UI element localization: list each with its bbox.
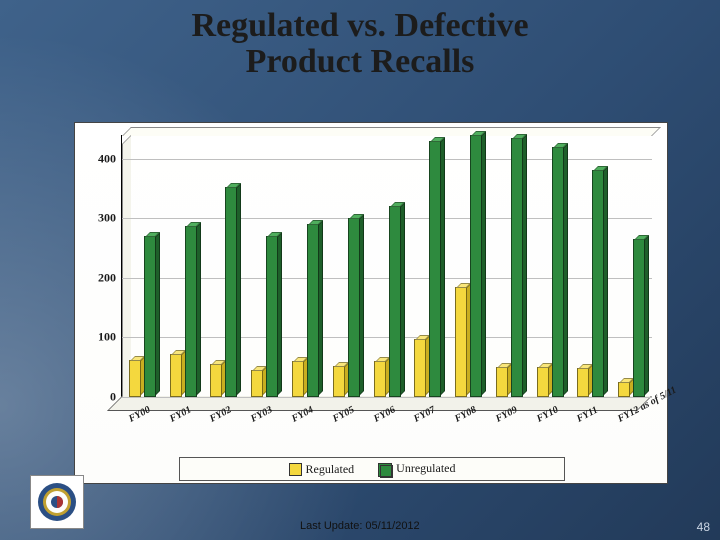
- bar-unregulated: [470, 135, 482, 397]
- bar-regulated: [455, 287, 467, 397]
- bar-regulated: [333, 366, 345, 397]
- bar-regulated: [618, 382, 630, 397]
- gridline: [122, 397, 652, 398]
- legend-item: Regulated: [289, 462, 355, 477]
- bar-unregulated: [266, 236, 278, 397]
- legend-item: Unregulated: [378, 461, 455, 476]
- bar-unregulated: [633, 239, 645, 397]
- plot-area: 0100200300400FY00FY01FY02FY03FY04FY05FY0…: [121, 135, 652, 398]
- bar-unregulated: [185, 226, 197, 397]
- chart-title: Regulated vs. Defective Product Recalls: [0, 8, 720, 79]
- agency-seal-icon: [30, 475, 84, 529]
- legend-swatch-icon: [289, 463, 302, 476]
- slide-number: 48: [697, 520, 710, 534]
- bar-regulated: [292, 361, 304, 397]
- y-tick-label: 200: [98, 270, 122, 285]
- bar-unregulated: [592, 170, 604, 397]
- bar-regulated: [537, 367, 549, 397]
- y-tick-label: 100: [98, 330, 122, 345]
- bar-regulated: [577, 368, 589, 397]
- bar-regulated: [496, 367, 508, 397]
- bar-unregulated: [511, 138, 523, 397]
- bar-unregulated: [144, 236, 156, 397]
- bar-unregulated: [307, 224, 319, 397]
- chart-container: 0100200300400FY00FY01FY02FY03FY04FY05FY0…: [74, 122, 668, 484]
- bar-regulated: [129, 360, 141, 397]
- bar-unregulated: [552, 147, 564, 397]
- chart-legend: Regulated Unregulated: [179, 457, 565, 481]
- title-line-1: Regulated vs. Defective: [0, 8, 720, 44]
- title-line-2: Product Recalls: [0, 44, 720, 80]
- bar-regulated: [414, 339, 426, 397]
- bar-unregulated: [429, 141, 441, 397]
- legend-swatch-icon: [378, 463, 392, 477]
- bar-unregulated: [225, 187, 237, 397]
- bar-unregulated: [348, 218, 360, 397]
- y-tick-label: 0: [110, 390, 122, 405]
- y-tick-label: 400: [98, 151, 122, 166]
- last-update-text: Last Update: 05/11/2012: [300, 520, 420, 532]
- bar-regulated: [374, 361, 386, 397]
- bar-unregulated: [389, 206, 401, 397]
- bar-regulated: [170, 354, 182, 397]
- bar-regulated: [251, 370, 263, 397]
- legend-label: Unregulated: [396, 461, 455, 475]
- bars-layer: [122, 135, 652, 397]
- bar-regulated: [210, 364, 222, 397]
- y-tick-label: 300: [98, 211, 122, 226]
- legend-label: Regulated: [306, 462, 355, 476]
